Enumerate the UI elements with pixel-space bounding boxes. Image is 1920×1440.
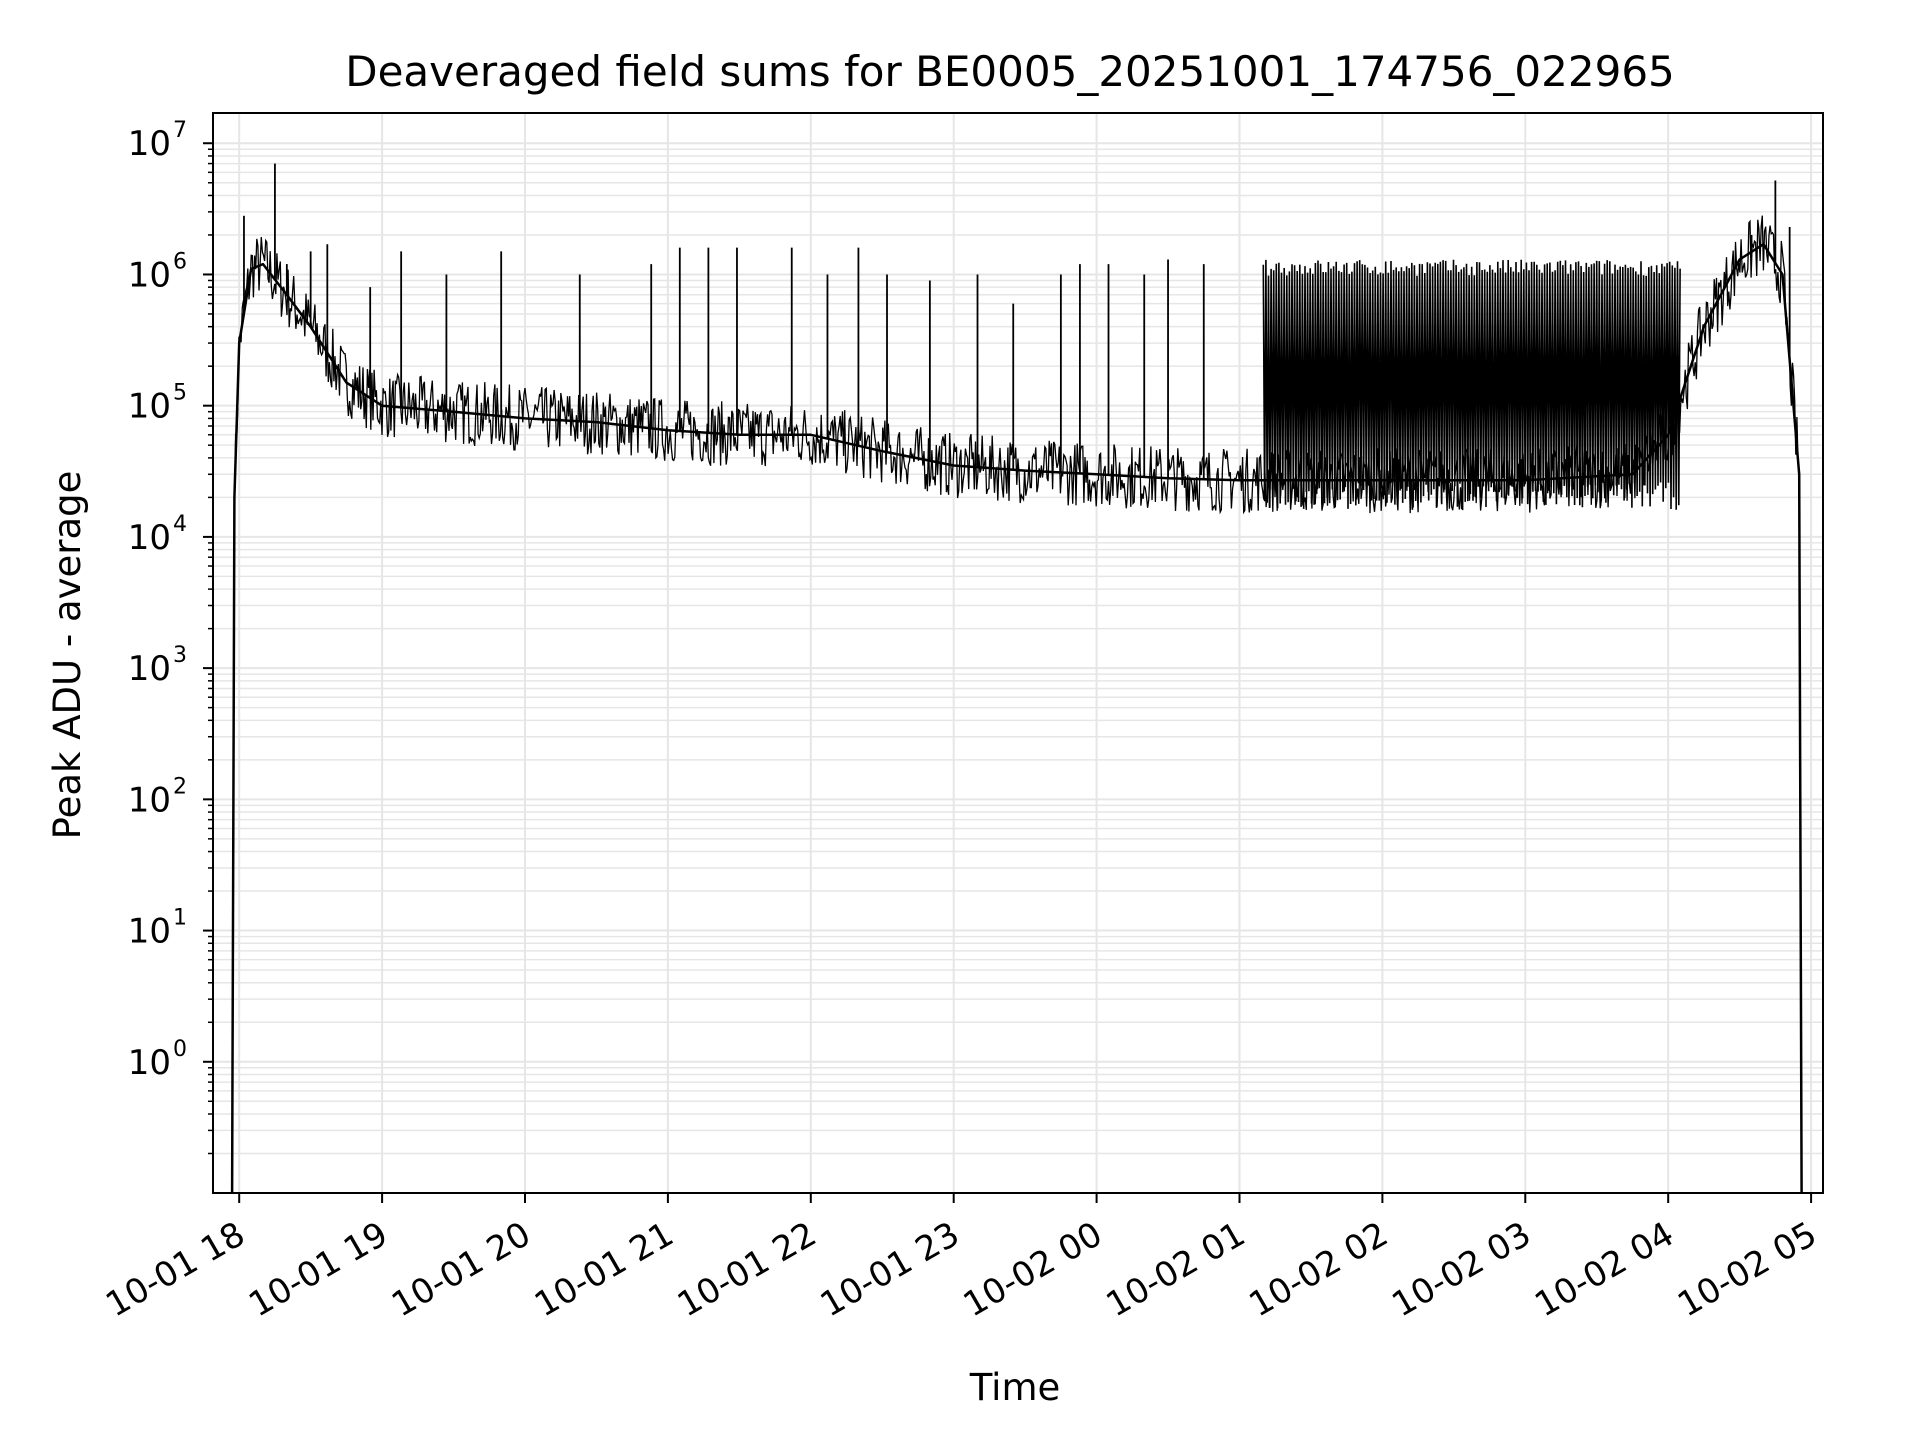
y-tick-label: 10: [128, 518, 171, 558]
grid: [213, 113, 1823, 1193]
series-dense-band: [1262, 259, 1681, 511]
series-group: [230, 163, 1803, 1194]
y-tick-label: 10: [128, 649, 171, 689]
y-tick-exponent: 1: [173, 906, 187, 931]
y-tick-label: 10: [128, 387, 171, 427]
y-axis-title: Peak ADU - average: [46, 471, 89, 840]
y-tick-exponent: 6: [173, 249, 187, 274]
y-tick-label: 10: [128, 124, 171, 164]
y-tick-exponent: 5: [173, 381, 187, 406]
chart-title: Deaveraged field sums for BE0005_2025100…: [345, 47, 1675, 96]
y-tick-label: 10: [128, 1043, 171, 1083]
y-tick-exponent: 7: [173, 118, 187, 143]
plot-frame: [212, 112, 1824, 1194]
y-tick-exponent: 3: [173, 643, 187, 668]
y-tick-exponent: 2: [173, 774, 187, 799]
y-tick-label: 10: [128, 912, 171, 952]
x-axis-title: Time: [969, 1366, 1061, 1409]
y-tick-label: 10: [128, 255, 171, 295]
y-tick-label: 10: [128, 780, 171, 820]
y-tick-exponent: 4: [173, 512, 187, 537]
y-tick-exponent: 0: [173, 1037, 187, 1062]
